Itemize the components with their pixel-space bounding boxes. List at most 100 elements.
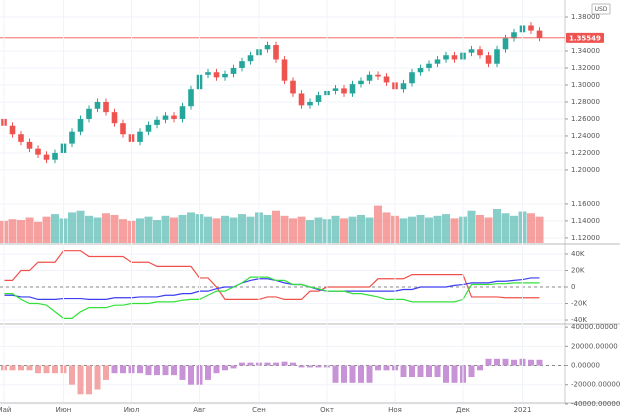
last-price-tag	[566, 32, 604, 43]
histogram-bar	[290, 362, 296, 366]
candle-body	[400, 83, 407, 90]
volume-bar	[161, 215, 170, 243]
volume-bar	[297, 216, 306, 243]
volume-bar	[42, 216, 51, 243]
candle-body	[188, 89, 194, 107]
histogram-bar	[35, 365, 41, 374]
candle-body	[443, 55, 449, 60]
y-tick-label: 1.38000	[571, 13, 600, 21]
volume-bar	[85, 215, 93, 243]
histogram-bar	[171, 365, 177, 376]
y-tick-label: 20K	[571, 267, 585, 275]
histogram-bar	[536, 359, 543, 366]
volume-bar	[221, 215, 229, 243]
volume-bar	[272, 210, 280, 243]
histogram-bar	[468, 365, 475, 378]
histogram-bar	[247, 362, 254, 366]
histogram-bar	[137, 365, 143, 374]
candle-body	[154, 119, 160, 125]
volume-bar	[229, 217, 238, 243]
x-tick-label: Май	[0, 406, 11, 414]
x-tick-label: Окт	[320, 406, 334, 414]
volume-bar	[238, 214, 246, 243]
volume-bar	[374, 205, 382, 243]
volume-bar	[93, 217, 102, 243]
candle-body	[120, 123, 126, 135]
histogram-bar	[43, 365, 50, 374]
y-tick-label: 1.16000	[571, 200, 600, 208]
histogram-bar	[341, 365, 347, 383]
candle-body	[145, 124, 152, 132]
volume-bar	[501, 213, 510, 243]
candle-body	[273, 45, 279, 60]
volume-bar	[331, 215, 340, 243]
y-tick-label: 1.34000	[571, 47, 600, 55]
indicator-line	[4, 277, 540, 300]
candle-body	[162, 115, 169, 120]
candle-body	[383, 76, 390, 83]
y-tick-label: 1.30000	[571, 81, 600, 89]
volume-bar	[136, 218, 144, 243]
histogram-bar	[485, 358, 492, 366]
candle-body	[451, 55, 458, 60]
histogram-bar	[358, 365, 364, 383]
candle-body	[468, 49, 475, 53]
y-tick-label: -20K	[571, 300, 587, 308]
volume-bar	[357, 214, 365, 243]
histogram-bar	[409, 365, 415, 378]
x-tick-label: Июл	[124, 406, 140, 414]
candle-body	[137, 131, 143, 142]
histogram-bar	[426, 365, 432, 378]
histogram-bar	[239, 362, 245, 366]
candle-body	[94, 101, 101, 109]
y-tick-label: 1.22000	[571, 149, 600, 157]
histogram-bar	[26, 365, 33, 371]
histogram-bar	[162, 365, 169, 376]
y-tick-label: 40K	[571, 250, 585, 258]
y-tick-label: 0.00000	[571, 362, 600, 370]
volume-bar	[399, 218, 408, 243]
currency-box	[591, 3, 611, 15]
volume-bar	[416, 214, 425, 243]
candle-body	[111, 112, 118, 124]
histogram-bar	[188, 365, 194, 385]
volume-bar	[442, 214, 450, 243]
candle-body	[298, 93, 305, 106]
volume-bar	[170, 217, 178, 243]
candle-body	[179, 106, 186, 119]
last-price-label: 1.35549	[569, 34, 601, 42]
histogram-bar	[383, 365, 390, 371]
histogram-bar	[477, 365, 483, 371]
candle-body	[349, 84, 356, 94]
histogram-bar	[273, 362, 279, 366]
candle-body	[247, 55, 254, 62]
histogram-bar	[451, 365, 458, 383]
y-tick-label: 40000.00000	[571, 323, 618, 331]
histogram-bar	[18, 365, 24, 371]
candle-body	[171, 115, 177, 119]
volume-bar	[187, 212, 195, 243]
histogram-bar	[298, 365, 305, 368]
candle-body	[264, 45, 271, 50]
volume-bar	[450, 218, 459, 243]
candle-body	[43, 154, 50, 160]
volume-bar	[34, 221, 42, 243]
y-tick-label: -40000.00000	[571, 400, 620, 408]
candle-body	[315, 95, 322, 102]
candle-body	[205, 72, 211, 75]
candle-body	[358, 80, 364, 85]
candle-body	[494, 49, 500, 64]
histogram-bar	[264, 362, 271, 366]
histogram-bar	[86, 365, 92, 395]
volume-bar	[102, 213, 110, 243]
volume-bar	[212, 218, 221, 243]
volume-bar	[433, 215, 442, 243]
histogram-bar	[213, 365, 220, 374]
candle-body	[290, 80, 296, 94]
histogram-bar	[111, 365, 118, 374]
x-tick-label: Дек	[456, 406, 470, 414]
histogram-bar	[443, 365, 449, 383]
histogram-bar	[434, 365, 441, 378]
histogram-bar	[145, 365, 152, 376]
candle-body	[536, 30, 543, 38]
